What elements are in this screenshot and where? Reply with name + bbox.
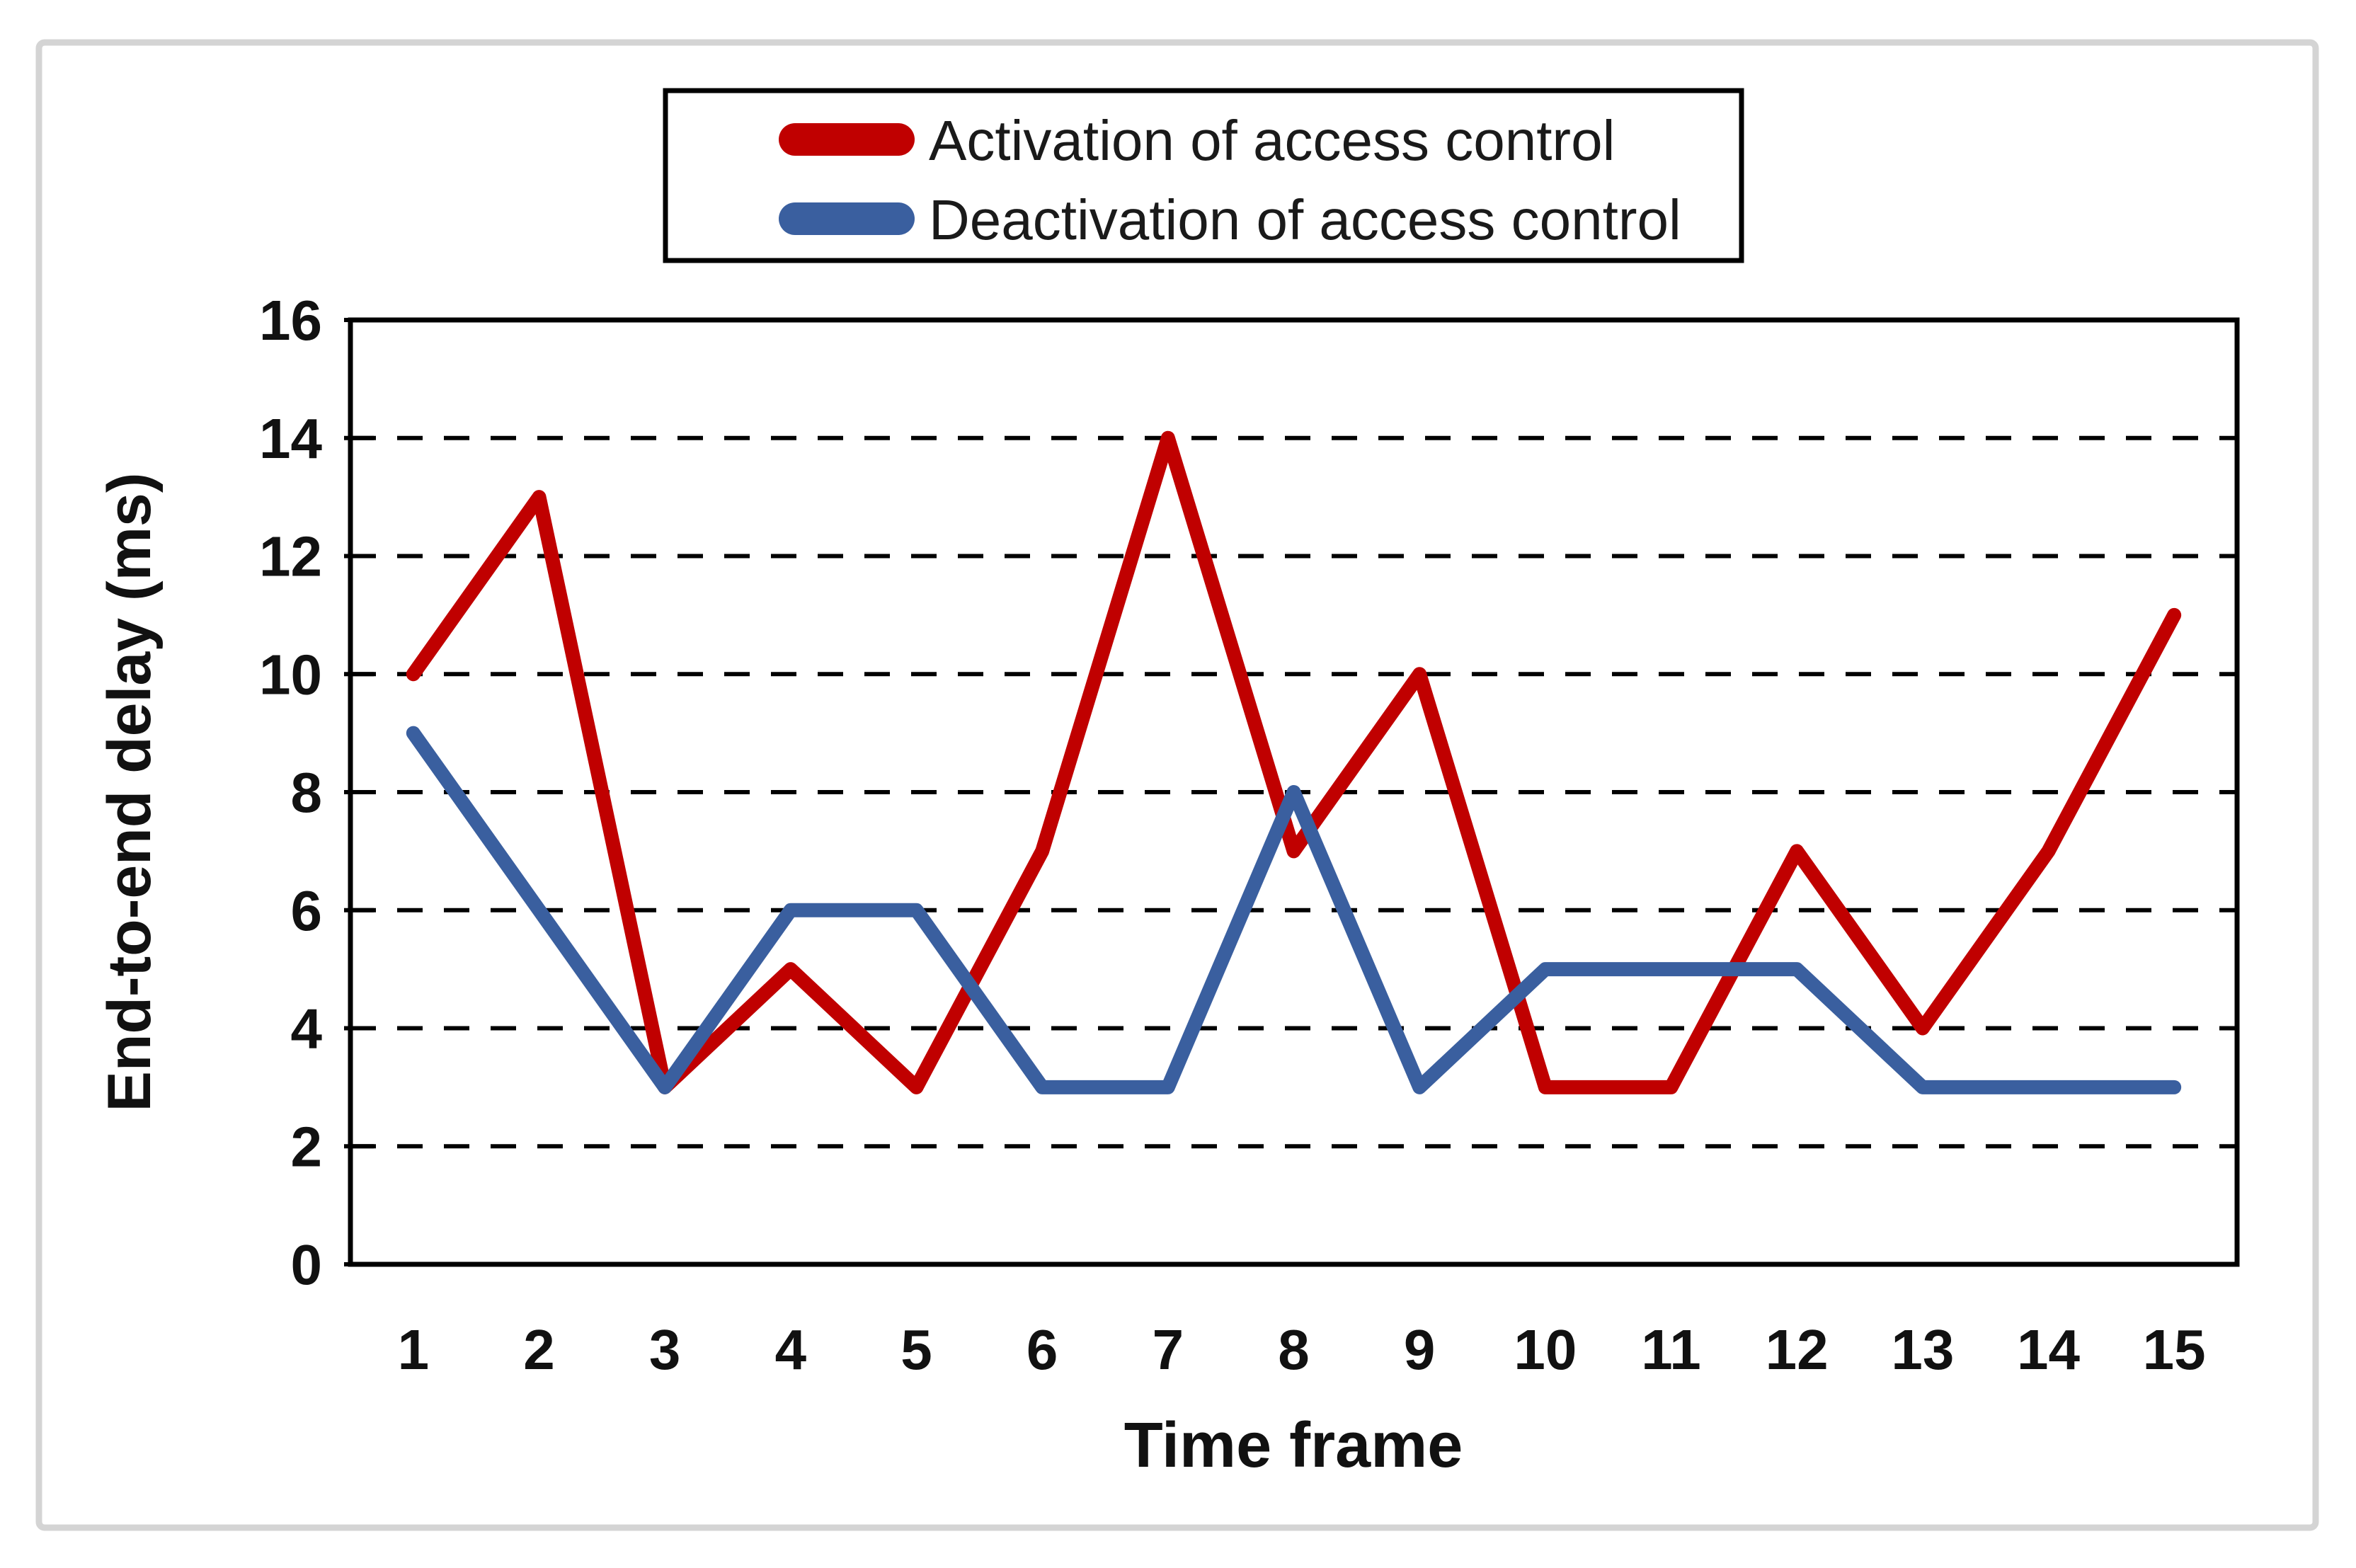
y-tick-label: 10	[259, 643, 322, 706]
figure-frame-border	[35, 39, 2319, 1531]
x-tick-label: 7	[1153, 1318, 1184, 1381]
x-tick-label: 2	[523, 1318, 555, 1381]
legend-swatch-activation	[779, 123, 915, 156]
x-tick-label: 14	[2017, 1318, 2080, 1381]
y-tick-label: 8	[291, 761, 323, 824]
y-tick-label: 2	[291, 1115, 323, 1178]
x-tick-label: 6	[1027, 1318, 1058, 1381]
series-lines	[406, 430, 2182, 1094]
y-tick-label: 12	[259, 525, 322, 588]
y-axis-tick-marks	[344, 318, 374, 1266]
x-tick-label: 1	[398, 1318, 430, 1381]
series-line-activation	[406, 430, 2182, 1094]
legend-label-deactivation: Deactivation of access control	[929, 188, 1681, 251]
y-tick-label: 6	[291, 879, 323, 942]
y-tick-label: 16	[259, 289, 322, 352]
x-tick-label: 5	[900, 1318, 932, 1381]
y-tick-label: 4	[291, 997, 323, 1060]
x-tick-label: 13	[1891, 1318, 1954, 1381]
x-tick-label: 3	[649, 1318, 681, 1381]
series-line-deactivation	[406, 726, 2182, 1094]
y-tick-label: 0	[291, 1233, 323, 1296]
x-tick-label: 9	[1404, 1318, 1436, 1381]
x-tick-label: 4	[775, 1318, 807, 1381]
x-tick-label: 10	[1514, 1318, 1577, 1381]
y-axis-tick-labels: 0 2 4 6 8 10 12 14 16	[259, 289, 322, 1296]
x-axis-title: Time frame	[1124, 1410, 1463, 1481]
x-tick-label: 8	[1278, 1318, 1310, 1381]
y-tick-label: 14	[259, 407, 322, 470]
legend-swatch-deactivation	[779, 202, 915, 235]
x-tick-label: 11	[1641, 1318, 1701, 1381]
x-tick-label: 15	[2143, 1318, 2206, 1381]
legend: Activation of access control Deactivatio…	[663, 88, 1744, 263]
legend-label-activation: Activation of access control	[929, 109, 1615, 172]
x-tick-label: 12	[1766, 1318, 1829, 1381]
y-axis-title: End-to-end delay (ms)	[96, 472, 164, 1111]
x-axis-tick-labels: 1 2 3 4 5 6 7 8 9 10 11 12 13 14 15	[398, 1318, 2206, 1381]
